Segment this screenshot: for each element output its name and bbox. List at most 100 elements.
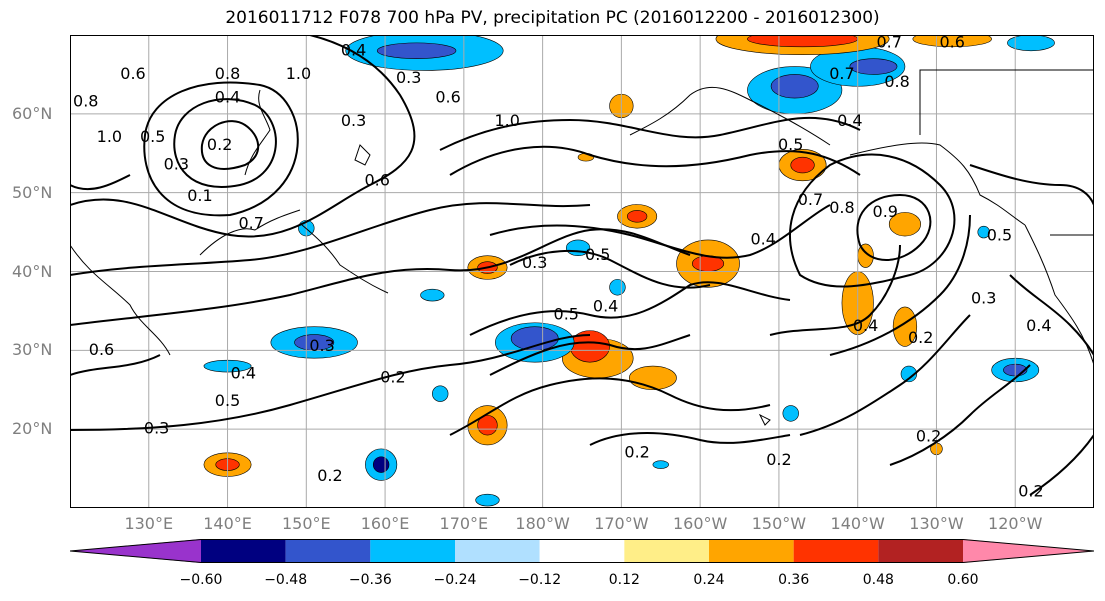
precip-shading-layer <box>203 35 1055 507</box>
colorbar-swatch <box>70 539 201 563</box>
contour-label: 0.8 <box>884 72 909 91</box>
contour-label: 0.7 <box>798 190 823 209</box>
lon-tick-label: 130°E <box>124 514 174 533</box>
lon-tick-label: 150°E <box>281 514 331 533</box>
lon-tick-label: 140°W <box>830 514 885 533</box>
contour-label: 0.2 <box>766 450 791 469</box>
contour-label: 0.6 <box>120 64 145 83</box>
contour-label: 0.4 <box>341 40 366 59</box>
colorbar-swatch <box>539 539 625 563</box>
precip-blob <box>849 58 898 75</box>
map-panel: 0.6 0.8 1.0 0.5 0.8 0.4 0.2 0.3 0.1 0.7 1.0 0.4 0.3 0… <box>70 35 1094 508</box>
contour-label: 1.0 <box>494 111 519 130</box>
colorbar-swatch <box>878 539 963 563</box>
contour-label: 0.4 <box>837 111 862 130</box>
contour-label: 0.3 <box>309 336 334 355</box>
contour-label: 0.4 <box>853 316 878 335</box>
map-title: 2016011712 F078 700 hPa PV, precipitatio… <box>225 8 880 28</box>
colorbar-swatch <box>709 539 794 563</box>
contour-label: 0.6 <box>364 170 389 189</box>
colorbar-outline <box>70 539 1094 563</box>
contour-label: 0.3 <box>971 289 996 308</box>
precip-blob <box>628 365 677 391</box>
contour-label: 0.2 <box>207 135 232 154</box>
precip-blob <box>652 460 669 469</box>
precip-blob <box>420 288 445 302</box>
precip-blob <box>888 212 922 237</box>
contour-label: 0.4 <box>593 296 618 315</box>
contour-label: 0.3 <box>396 68 421 87</box>
contour-label: 0.7 <box>238 214 263 233</box>
colorbar-tick-label: −0.24 <box>433 572 477 588</box>
contour-label: 0.5 <box>140 127 165 146</box>
lat-tick-label: 20°N <box>12 419 53 439</box>
lon-tick-label: 180°W <box>515 514 570 533</box>
colorbar-tick-label: 0.24 <box>693 572 725 588</box>
precip-blob <box>782 405 799 422</box>
lat-tick-label: 40°N <box>12 261 53 281</box>
precip-blob <box>912 35 992 48</box>
contour-label: 0.7 <box>829 64 854 83</box>
colorbar-tick-label: −0.60 <box>179 572 223 588</box>
graticule <box>70 35 1094 508</box>
precip-blob <box>376 42 457 59</box>
precip-blob <box>372 456 390 473</box>
contour-label: 0.2 <box>908 328 933 347</box>
contour-label: 0.9 <box>873 202 898 221</box>
colorbar-tick-label: 0.48 <box>862 572 894 588</box>
colorbar-swatch <box>201 539 286 563</box>
contour-label: 0.2 <box>380 367 405 386</box>
lon-tick-label: 160°W <box>672 514 728 533</box>
lon-tick-label: 140°E <box>203 514 252 533</box>
lon-tick-label: 160°E <box>360 514 410 533</box>
colorbar-tick-label: −0.48 <box>264 572 308 588</box>
contour-label: 0.5 <box>215 391 240 410</box>
contour-label: 0.2 <box>624 442 649 461</box>
contour-label: 0.1 <box>187 186 212 205</box>
contour-label: 0.6 <box>435 88 460 107</box>
precip-blob <box>1007 35 1055 52</box>
contour-label: 0.7 <box>876 35 901 51</box>
lat-tick-label: 50°N <box>12 182 53 202</box>
contour-label: 0.4 <box>750 229 775 248</box>
precip-blob <box>626 210 648 223</box>
precip-blob <box>609 279 626 296</box>
colorbar-tick-label: −0.12 <box>518 572 562 588</box>
precip-blob <box>900 365 918 383</box>
contour-label: 0.3 <box>164 155 189 174</box>
contour-label: 0.2 <box>1018 482 1043 501</box>
precip-blob <box>475 493 500 507</box>
contour-label: 0.6 <box>939 35 964 51</box>
contour-label: 0.5 <box>585 245 610 264</box>
contour-label: 0.6 <box>89 340 114 359</box>
colorbar-swatch <box>455 539 540 563</box>
lon-tick-label: 130°W <box>909 514 964 533</box>
lat-tick-label: 30°N <box>12 340 53 360</box>
contour-labels: 0.6 0.8 1.0 0.5 0.8 0.4 0.2 0.3 0.1 0.7 1.0 0.4 0.3 0… <box>73 35 1052 501</box>
contour-label: 0.5 <box>778 135 803 154</box>
precip-blob <box>477 415 498 436</box>
contour-label: 0.3 <box>341 111 366 130</box>
colorbar-tick-label: 0.36 <box>778 572 810 588</box>
contour-label: 0.4 <box>1026 316 1051 335</box>
contour-label: 0.3 <box>144 419 169 438</box>
precip-blob <box>977 225 990 239</box>
contour-label: 0.5 <box>554 304 579 323</box>
colorbar-swatch <box>624 539 709 563</box>
contour-label: 0.8 <box>829 198 854 217</box>
contour-label: 0.4 <box>231 363 256 382</box>
contour-label: 0.2 <box>916 427 941 446</box>
colorbar-swatch <box>370 539 455 563</box>
precip-blob <box>770 74 819 99</box>
precip-blob <box>892 306 918 347</box>
contour-label: 0.5 <box>987 226 1012 245</box>
map-frame <box>70 35 1094 508</box>
colorbar-tick-label: −0.36 <box>348 572 392 588</box>
colorbar-tick-label: 0.60 <box>947 572 979 588</box>
contour-label: 0.8 <box>215 64 240 83</box>
lon-tick-label: 120°W <box>988 514 1043 533</box>
lon-tick-label: 150°W <box>751 514 807 533</box>
lon-tick-label: 170°E <box>439 514 489 533</box>
contour-label: 0.2 <box>317 466 342 485</box>
pv-contours <box>70 35 1094 496</box>
